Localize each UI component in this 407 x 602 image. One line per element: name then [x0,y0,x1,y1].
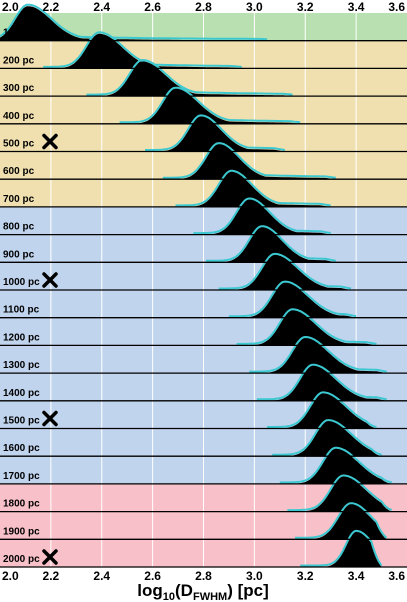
ridge-outline [162,142,336,179]
ridge-outline [300,529,383,567]
x-tick-label-top: 2.0 [2,0,19,14]
ridge-fill [206,227,336,263]
ridge-outline [295,502,388,539]
ridge-outline [218,252,352,290]
x-tick-label: 2.4 [93,569,110,583]
ridge-fill [193,200,331,235]
cross-marker [42,133,58,150]
row-label: 2000 pc [3,554,40,565]
x-tick-label: 3.4 [348,569,365,583]
ridge-outline [193,197,331,235]
ridge-outline [279,446,392,484]
cross-stroke [42,549,58,565]
cross-stroke [42,410,58,427]
x-tick-label-top: 2.2 [43,0,60,14]
x-tick-label-top: 3.6 [388,0,405,14]
distribution-ridges [0,3,393,567]
x-tick-label: 3.0 [246,569,263,583]
row-label: 500 pc [3,139,35,150]
row-label: 1000 pc [3,277,40,288]
x-tick-label-top: 2.6 [144,0,161,14]
ridge-outline [249,335,387,373]
x-tick-label: 3.6 [388,569,405,583]
ridge-outline [43,31,242,68]
row-label: 1300 pc [3,360,40,371]
row-label: 100 pc [3,28,35,39]
row-label: 1500 pc [3,416,40,427]
cross-markers [42,133,58,565]
ridge-outline [0,3,268,41]
x-tick-label: 2.8 [195,569,212,583]
ridge-fill [256,366,387,401]
ridge-outline [86,58,293,96]
ridge-fill [236,310,377,346]
ridge-outline [236,308,377,345]
x-tick-label-top: 3.4 [348,0,365,14]
ridge-fill [300,532,382,567]
row-label: 1900 pc [3,526,40,537]
x-tick-label: 2.0 [2,569,19,583]
row-label: 700 pc [3,194,35,205]
x-tick-label: 2.6 [144,569,161,583]
ridge-fill [228,283,357,318]
ridge-fill [145,116,285,152]
x-tick-label-top: 3.0 [246,0,263,14]
row-label: 1800 pc [3,499,40,510]
ridge-fill [287,477,392,512]
ridge-fill [86,61,293,97]
x-axis-title: log10(DFWHM) [pc] [137,581,268,602]
ridge-outline [119,86,301,124]
top-tick-labels: 2.0 2.2 2.4 2.6 2.8 3.0 3.2 3.4 3.6 [2,0,405,14]
row-label: 200 pc [3,55,35,66]
x-tick-label: 2.2 [43,569,60,583]
ridge-outline [267,391,377,428]
row-label: 1200 pc [3,332,40,343]
bottom-tick-labels: 2.0 2.2 2.4 2.6 2.8 3.0 3.2 3.4 3.6 [2,569,405,583]
x-tick-label-top: 3.2 [297,0,314,14]
cross-marker [42,549,58,565]
x-tick-label: 3.2 [297,569,314,583]
row-label: 300 pc [3,83,35,94]
ridge-outline [206,225,336,262]
row-label: 900 pc [3,249,35,260]
cross-marker [42,272,58,288]
row-label: 1100 pc [3,305,40,316]
ridge-outline [272,419,382,456]
ridge-fill [272,421,382,457]
cross-marker [42,410,58,427]
x-tick-label-top: 2.4 [93,0,110,14]
ridge-fill [218,255,351,290]
row-label: 400 pc [3,111,35,122]
row-baselines [0,40,407,568]
row-label: 1400 pc [3,388,40,399]
ridge-outline [175,169,331,207]
ridge-outline [145,114,286,151]
row-label: 1700 pc [3,471,40,482]
ridge-outline [256,363,387,401]
row-label: 600 pc [3,166,35,177]
ridge-fill [295,504,387,540]
row-label: 1600 pc [3,443,40,454]
ridge-fill [249,338,387,374]
ridge-fill [43,33,242,69]
row-labels: 100 pc 200 pc 300 pc 400 pc 500 pc 600 pc 700 … [3,28,40,565]
x-tick-label-top: 2.8 [195,0,212,14]
cross-stroke [42,272,58,288]
ridge-fill [175,172,331,207]
ridge-fill [119,89,301,124]
ridge-fill [162,144,336,180]
ridge-fill [267,393,377,429]
ridge-outline [228,280,357,318]
ridge-fill [279,449,392,484]
ridge-outline [287,474,393,512]
cross-stroke [42,133,58,150]
row-label: 800 pc [3,222,35,233]
ridge-fill [0,6,268,41]
